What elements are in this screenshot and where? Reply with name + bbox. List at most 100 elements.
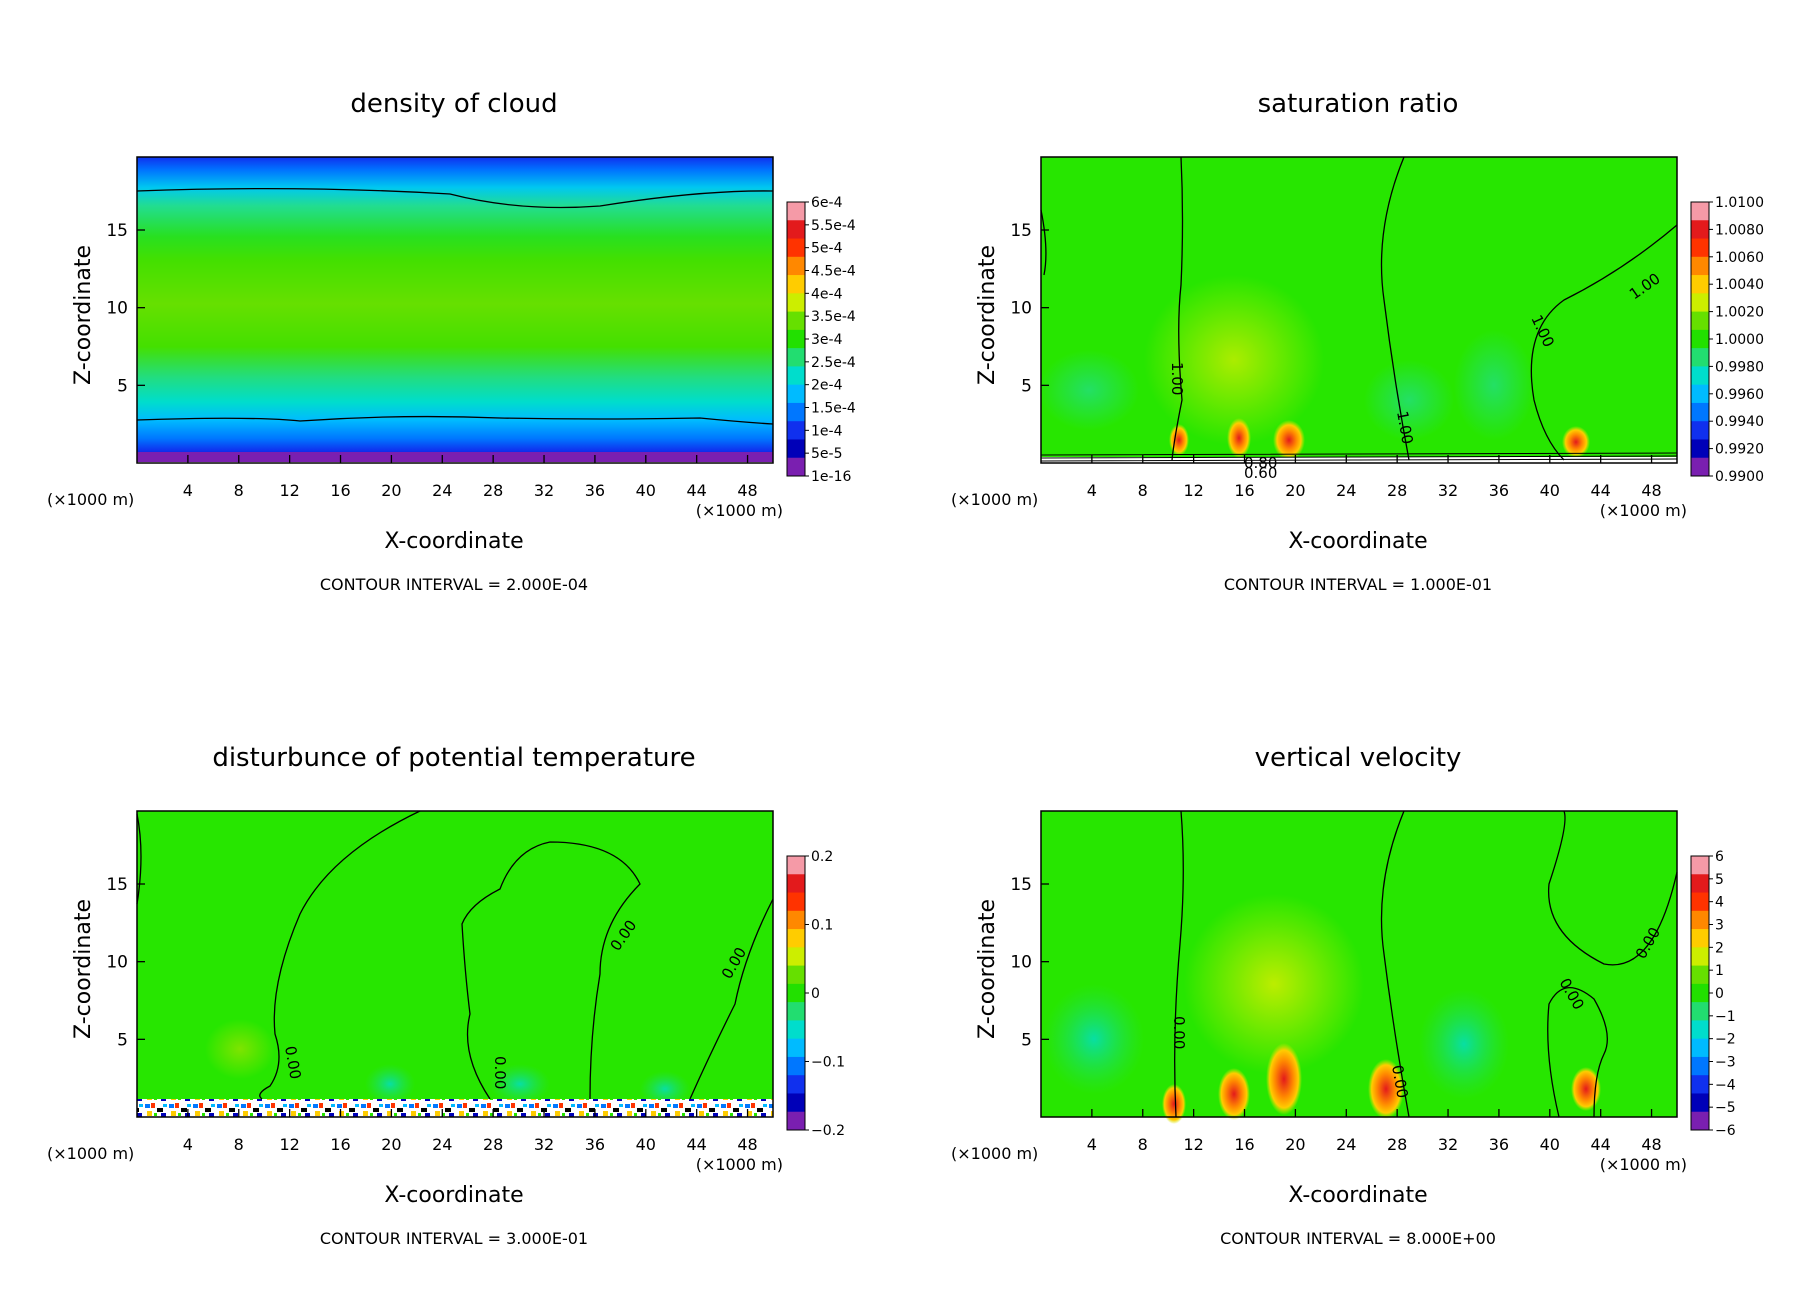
x-tick-label: 4 bbox=[1087, 481, 1097, 500]
x-tick-label: 12 bbox=[1183, 1135, 1203, 1154]
colorbar-label: 5e-4 bbox=[811, 241, 843, 257]
x-tick-label: 24 bbox=[1336, 481, 1356, 500]
chart-title: saturation ratio bbox=[1258, 89, 1459, 119]
x-axis-label: X-coordinate bbox=[1288, 529, 1427, 554]
contour-interval: CONTOUR INTERVAL = 3.000E-01 bbox=[320, 1229, 588, 1248]
field-cloud-gap bbox=[137, 462, 773, 466]
field-region bbox=[1044, 984, 1144, 1094]
contour-label: 1.00 bbox=[1168, 362, 1186, 395]
z-tick-label: 15 bbox=[1010, 875, 1032, 895]
colorbar-swatch bbox=[787, 1020, 805, 1040]
colorbar-swatch bbox=[787, 384, 805, 404]
contour-line bbox=[689, 898, 774, 1100]
chart-title: vertical velocity bbox=[1255, 743, 1462, 773]
x-tick-label: 8 bbox=[234, 481, 244, 500]
colorbar-swatch bbox=[787, 874, 805, 894]
field-region bbox=[1368, 1059, 1404, 1119]
plot-frame bbox=[1040, 810, 1678, 1118]
x-axis-label: X-coordinate bbox=[384, 529, 523, 554]
x-tick-label: 16 bbox=[1234, 1135, 1254, 1154]
x-axis-label: X-coordinate bbox=[1288, 1183, 1427, 1208]
colorbar-label: 1.0060 bbox=[1715, 250, 1764, 266]
colorbar-label: −2 bbox=[1715, 1032, 1736, 1048]
panel-vertical-velocity: vertical velocity bbox=[904, 654, 1808, 1308]
colorbar-swatch bbox=[1691, 929, 1709, 948]
colorbar-label: 0.9980 bbox=[1715, 359, 1764, 375]
z-unit-label: (×1000 m) bbox=[47, 490, 134, 509]
colorbar-label: 3 bbox=[1715, 918, 1724, 934]
z-tick-label: 5 bbox=[1021, 376, 1032, 396]
contour-line bbox=[1040, 209, 1047, 276]
panel-potential-temperature: disturbunce of potential temperature bbox=[0, 654, 904, 1308]
contour-line bbox=[1380, 156, 1410, 461]
colorbar-swatch bbox=[1691, 311, 1709, 331]
contour-line bbox=[259, 810, 421, 1100]
colorbar-label: 0.1 bbox=[811, 918, 833, 934]
colorbar-label: 0.9960 bbox=[1715, 387, 1764, 403]
colorbar-label: 1e-4 bbox=[811, 423, 843, 439]
contour-label: 0.00 bbox=[491, 1056, 509, 1089]
colorbar-label: 2 bbox=[1715, 940, 1724, 956]
colorbar-swatch bbox=[1691, 892, 1709, 912]
colorbar-swatch bbox=[1691, 256, 1709, 276]
colorbar-swatch bbox=[787, 929, 805, 948]
colorbar-label: 5 bbox=[1715, 872, 1724, 888]
x-tick-label: 36 bbox=[1489, 481, 1509, 500]
x-tick-label: 40 bbox=[1540, 481, 1560, 500]
contour-line bbox=[1040, 452, 1678, 462]
colorbar-swatch bbox=[1691, 965, 1709, 985]
colorbar-swatch bbox=[1691, 856, 1709, 875]
colorbar-label: 1.0040 bbox=[1715, 277, 1764, 293]
colorbar-swatch bbox=[1691, 202, 1709, 221]
x-tick-label: 12 bbox=[279, 1135, 299, 1154]
plot-area-cloud bbox=[136, 156, 774, 466]
contour-label: 1.00 bbox=[1393, 410, 1417, 446]
x-tick-label: 32 bbox=[1438, 481, 1458, 500]
colorbar-swatch bbox=[1691, 421, 1709, 440]
plot-frame bbox=[1040, 156, 1678, 464]
z-tick-label: 10 bbox=[106, 299, 128, 319]
z-axis-label: Z-coordinate bbox=[975, 245, 1000, 385]
z-axis-label: Z-coordinate bbox=[71, 899, 96, 1039]
contour-line bbox=[1380, 810, 1410, 1118]
colorbar-swatch bbox=[787, 402, 805, 422]
colorbar-label: 6 bbox=[1715, 849, 1724, 865]
contour-line bbox=[1530, 224, 1678, 461]
colorbar-label: 1.0100 bbox=[1715, 195, 1764, 211]
x-tick-label: 12 bbox=[279, 481, 299, 500]
x-tick-label: 44 bbox=[1591, 481, 1611, 500]
z-tick-label: 5 bbox=[117, 1030, 128, 1050]
x-tick-label: 44 bbox=[687, 481, 707, 500]
x-tick-label: 16 bbox=[330, 481, 350, 500]
colorbar-label: 4.5e-4 bbox=[811, 264, 856, 280]
colorbar-swatch bbox=[787, 329, 805, 349]
z-tick-label: 15 bbox=[106, 875, 128, 895]
x-unit-label: (×1000 m) bbox=[696, 501, 783, 520]
x-tick-label: 32 bbox=[534, 1135, 554, 1154]
colorbar-swatch bbox=[1691, 329, 1709, 349]
field-region bbox=[1562, 426, 1590, 458]
colorbar-swatch bbox=[787, 256, 805, 276]
colorbar-label: −6 bbox=[1715, 1123, 1736, 1139]
colorbar-swatch bbox=[1691, 1056, 1709, 1076]
colorbar-theta: 0.2 0.1 0 −0.1 −0.2 bbox=[786, 849, 845, 1139]
colorbar-label: −5 bbox=[1715, 1100, 1736, 1116]
field-region bbox=[1419, 989, 1509, 1099]
colorbar-swatch bbox=[787, 202, 805, 221]
field-theta-noise bbox=[137, 1099, 773, 1117]
field-region bbox=[1039, 350, 1139, 430]
colorbar-swatch bbox=[1691, 983, 1709, 1003]
colorbar-swatch bbox=[787, 1111, 805, 1131]
colorbar-label: 3e-4 bbox=[811, 332, 843, 348]
z-axis-label: Z-coordinate bbox=[975, 899, 1000, 1039]
x-tick-label: 28 bbox=[483, 1135, 503, 1154]
chart-density-of-cloud: density of cloud bbox=[47, 89, 856, 594]
colorbar-label: 0.9900 bbox=[1715, 469, 1764, 485]
x-tick-label: 12 bbox=[1183, 481, 1203, 500]
colorbar-label: 0 bbox=[811, 986, 820, 1002]
x-tick-label: 48 bbox=[1641, 481, 1661, 500]
z-tick-label: 15 bbox=[1010, 221, 1032, 241]
x-tick-label: 24 bbox=[432, 481, 452, 500]
contour-label: 0.60 bbox=[1244, 464, 1277, 482]
x-tick-label: 16 bbox=[330, 1135, 350, 1154]
